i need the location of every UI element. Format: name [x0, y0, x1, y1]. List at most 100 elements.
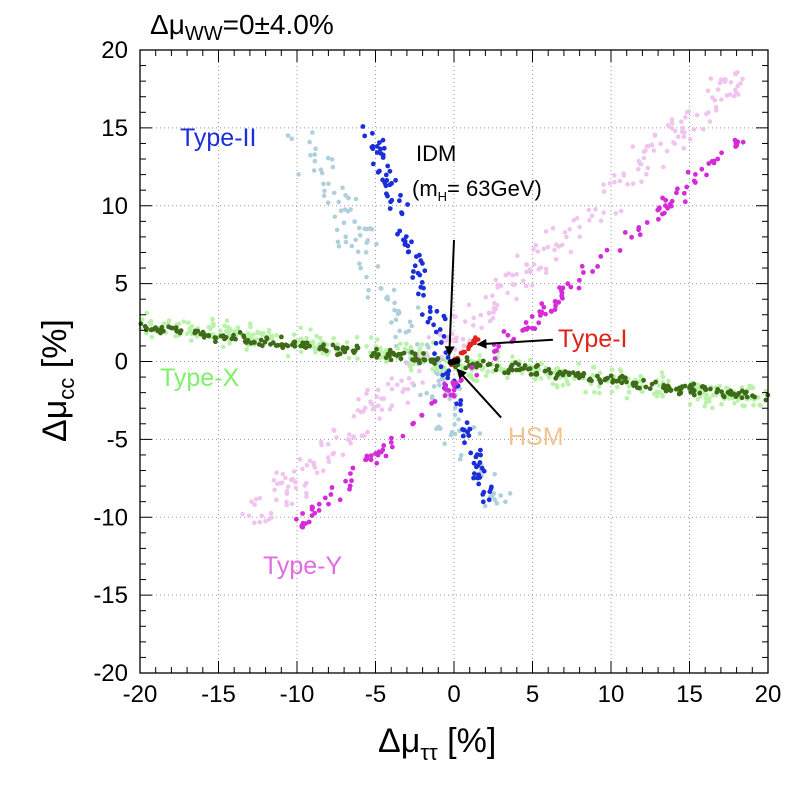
point-type-ii-light: [458, 452, 464, 458]
point-type-y: [656, 206, 662, 212]
point-type-x: [159, 325, 165, 330]
point-type-y-light: [705, 88, 711, 94]
point-type-x-light: [144, 330, 149, 336]
point-type-y-light: [669, 121, 675, 126]
point-type-ii-light: [456, 417, 461, 422]
point-type-ii-light: [393, 334, 398, 340]
point-type-x-light: [666, 378, 671, 384]
point-type-x-light: [434, 367, 440, 373]
point-type-ii-light: [312, 152, 318, 157]
point-type-x-light: [419, 342, 425, 347]
point-type-y-light: [365, 429, 370, 435]
point-type-y: [568, 284, 574, 290]
point-type-ii: [472, 471, 477, 476]
point-type-y: [543, 311, 548, 317]
point-type-y-light: [683, 115, 688, 120]
point-type-y-light: [314, 470, 320, 476]
point-type-y-light: [704, 111, 709, 117]
point-type-y-light: [524, 262, 530, 268]
y-tick-label: -5: [107, 426, 128, 453]
point-type-y-light: [524, 269, 529, 275]
point-type-y-light: [521, 278, 526, 284]
point-type-ii: [377, 140, 382, 146]
point-type-ii: [477, 460, 483, 465]
point-type-y-light: [664, 148, 670, 154]
point-type-y: [559, 293, 565, 299]
point-type-y: [380, 447, 386, 453]
point-type-x-light: [324, 352, 330, 357]
point-type-x: [138, 321, 144, 327]
point-type-y-light: [365, 387, 370, 393]
point-type-ii: [362, 133, 368, 139]
point-type-x-light: [194, 334, 200, 339]
point-type-x: [752, 394, 757, 400]
point-type-y-light: [571, 217, 576, 223]
point-type-ii-light: [415, 305, 421, 310]
point-type-y-light: [379, 396, 384, 401]
point-type-ii-light: [452, 421, 457, 427]
point-type-x: [577, 374, 583, 379]
point-type-x-light: [228, 326, 233, 332]
point-type-y-light: [630, 181, 636, 186]
point-type-y: [557, 285, 562, 291]
point-type-ii-light: [375, 264, 381, 269]
point-type-y-light: [645, 165, 651, 171]
point-type-x: [744, 394, 750, 400]
point-type-y: [656, 216, 661, 222]
point-type-y-light: [687, 136, 693, 142]
point-type-x: [735, 392, 741, 397]
point-type-y-light: [638, 161, 644, 167]
point-type-ii-light: [326, 181, 331, 187]
x-tick-label: 20: [755, 681, 782, 708]
point-type-ii-light: [392, 300, 397, 306]
point-type-ii: [375, 169, 381, 175]
point-type-ii: [387, 206, 393, 212]
point-type-x: [666, 384, 672, 390]
point-type-x-light: [274, 333, 279, 338]
point-type-y-light: [359, 433, 365, 439]
point-type-ii: [471, 460, 477, 466]
point-type-x: [201, 334, 207, 340]
point-type-y-light: [713, 105, 719, 110]
point-type-y-light: [426, 335, 432, 340]
point-type-ii-light: [437, 382, 442, 388]
point-type-ii: [405, 243, 411, 249]
point-type-y-light: [543, 266, 549, 272]
point-type-x-light: [536, 367, 542, 372]
point-type-x: [170, 325, 176, 331]
point-type-ii: [374, 150, 380, 155]
point-type-x: [480, 358, 486, 364]
point-type-ii: [480, 499, 486, 505]
point-type-ii: [412, 263, 418, 269]
point-type-y-light: [331, 427, 336, 433]
point-type-y: [719, 150, 724, 156]
point-type-ii-light: [343, 239, 349, 245]
point-type-y-light: [531, 262, 537, 267]
x-axis-label: Δμττ [%]: [378, 722, 496, 765]
point-type-x: [602, 377, 608, 383]
point-type-x-light: [224, 318, 230, 323]
point-type-y-light: [671, 140, 676, 145]
point-type-x-light: [364, 344, 369, 349]
y-tick-label: -20: [93, 660, 128, 687]
point-type-ii: [389, 197, 395, 203]
point-type-y-light: [601, 182, 606, 187]
point-type-x-light: [227, 341, 232, 346]
point-type-y: [598, 254, 604, 259]
point-type-y-light: [680, 125, 686, 131]
point-type-y: [740, 139, 746, 145]
point-type-ii-light: [338, 208, 344, 213]
point-type-y-light: [589, 213, 595, 219]
point-type-x-light: [597, 384, 602, 389]
point-type-x: [542, 368, 548, 374]
point-type-y-light: [641, 155, 647, 161]
point-type-y-light: [564, 234, 569, 240]
point-type-y: [541, 304, 547, 310]
point-type-ii-light: [449, 430, 455, 435]
point-type-x: [525, 366, 531, 372]
point-type-y: [312, 510, 318, 516]
point-type-ii-light: [289, 136, 295, 142]
point-type-x-light: [255, 329, 260, 335]
point-type-y-light: [738, 81, 743, 86]
